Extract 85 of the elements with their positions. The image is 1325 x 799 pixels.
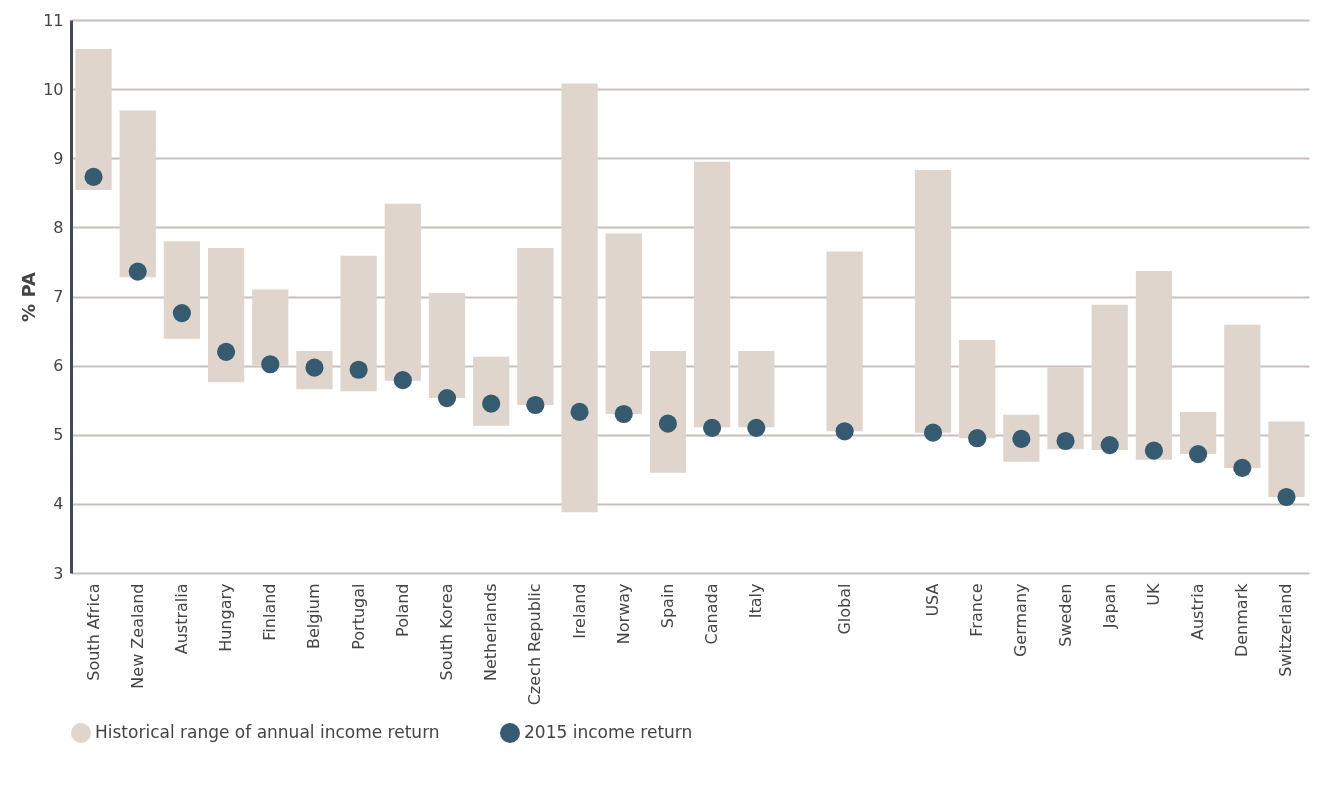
x-tick-label: Japan <box>1099 583 1119 630</box>
point <box>747 418 766 437</box>
bar <box>649 351 687 473</box>
x-tick-label: Spain <box>657 583 677 629</box>
point <box>128 262 147 281</box>
x-tick-label: Netherlands <box>481 583 501 682</box>
x-tick-label: Finland <box>260 583 280 641</box>
y-tick-label: 9 <box>53 148 64 168</box>
point <box>217 342 236 361</box>
point <box>614 404 633 424</box>
bar <box>1179 411 1217 455</box>
bar <box>75 49 112 191</box>
point <box>526 395 545 415</box>
point <box>84 167 103 186</box>
x-tick-label: Belgium <box>304 583 324 650</box>
legend-label: 2015 income return <box>524 722 693 742</box>
x-tick-label: Ireland <box>569 583 589 639</box>
bar <box>340 255 377 392</box>
x-tick-label: Sweden <box>1055 583 1075 647</box>
bar <box>517 248 554 406</box>
bar <box>163 241 201 339</box>
bar <box>252 289 289 365</box>
bar <box>384 203 421 381</box>
y-tick-label: 7 <box>53 287 64 306</box>
point <box>393 371 412 390</box>
point <box>923 423 943 442</box>
bar <box>119 110 156 278</box>
bar <box>1047 367 1084 450</box>
x-tick-label: Austria <box>1188 583 1208 641</box>
point <box>570 402 589 421</box>
point <box>482 394 501 413</box>
y-tick-label: 10 <box>43 79 64 99</box>
x-tick-label: Switzerland <box>1276 583 1296 677</box>
y-tick-label: 8 <box>53 217 64 237</box>
x-tick-label: France <box>967 583 987 637</box>
x-tick-label: Norway <box>613 583 633 645</box>
bar <box>1135 270 1173 460</box>
x-tick-label: Canada <box>702 583 722 645</box>
y-axis-title: % PA <box>18 272 40 322</box>
x-tick-label: USA <box>923 583 943 617</box>
point <box>172 304 191 323</box>
point <box>261 355 280 374</box>
x-tick-label: Germany <box>1011 583 1031 658</box>
point <box>1189 445 1208 464</box>
bar <box>693 161 731 428</box>
point <box>1100 436 1119 455</box>
bar <box>207 248 245 383</box>
y-tick-label: 11 <box>43 10 64 30</box>
point <box>658 414 677 433</box>
x-tick-label: South Africa <box>83 583 103 681</box>
point <box>1056 431 1075 451</box>
x-tick-label: New Zealand <box>127 583 147 689</box>
x-tick-label: UK <box>1143 582 1163 606</box>
point <box>1233 458 1252 477</box>
bar <box>959 340 996 439</box>
x-tick-label: Global <box>834 583 854 635</box>
x-tick-label: Portugal <box>348 583 368 650</box>
point <box>703 418 722 437</box>
bar <box>561 83 598 513</box>
point <box>835 422 854 441</box>
bar <box>826 251 863 432</box>
x-tick-label: Italy <box>746 583 766 619</box>
x-tick-label: Czech Republic <box>525 583 545 706</box>
bar <box>914 170 952 433</box>
y-tick-label: 6 <box>53 356 64 376</box>
bar <box>738 351 775 428</box>
x-tick-label: Australia <box>171 583 191 655</box>
x-tick-label: Denmark <box>1232 582 1252 658</box>
point <box>968 429 987 448</box>
legend-label: Historical range of annual income return <box>95 722 440 742</box>
bar <box>1224 324 1261 468</box>
y-tick-label: 4 <box>53 494 64 514</box>
point <box>349 360 368 379</box>
y-tick-label: 5 <box>53 425 64 445</box>
point <box>1144 441 1163 460</box>
bar <box>1091 304 1128 450</box>
x-tick-label: Hungary <box>216 583 236 652</box>
point <box>1277 487 1296 507</box>
bar <box>1268 421 1305 497</box>
point <box>437 389 457 408</box>
y-tick-label: 3 <box>53 563 64 583</box>
x-tick-label: South Korea <box>436 583 456 681</box>
x-tick-label: Poland <box>392 583 412 637</box>
bar <box>605 233 642 415</box>
bar <box>428 293 466 399</box>
